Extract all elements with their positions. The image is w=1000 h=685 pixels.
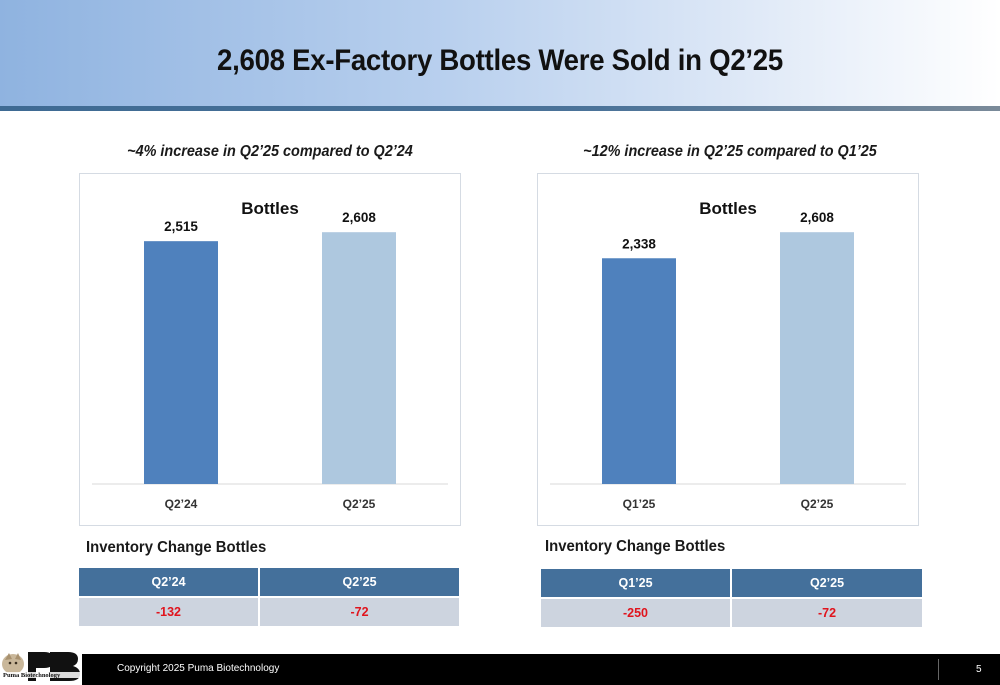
right-table-header-1: Q1’25 [541, 569, 730, 597]
left-table-value-2: -72 [260, 598, 459, 626]
left-inventory-label: Inventory Change Bottles [86, 539, 267, 556]
right-inventory-table: Q1’25 Q2’25 -250 -72 [541, 569, 922, 627]
category-label-1: Q2’24 [165, 497, 198, 511]
header-banner [0, 0, 1000, 108]
footer-separator [938, 659, 939, 680]
right-inventory-label: Inventory Change Bottles [545, 538, 726, 555]
right-bar-chart: Bottles 2,338 Q1’25 2,608 Q2’25 [550, 199, 906, 511]
right-chart: Bottles 2,338 Q1’25 2,608 Q2’25 [537, 173, 919, 526]
data-label-1: 2,338 [622, 236, 656, 251]
category-label-2: Q2’25 [801, 497, 834, 511]
chart-title: Bottles [241, 199, 299, 218]
svg-text:Puma Biotechnology: Puma Biotechnology [3, 672, 61, 679]
footer-bar: Copyright 2025 Puma Biotechnology 5 [0, 654, 1000, 685]
bar-2 [322, 232, 396, 484]
data-label-2: 2,608 [800, 210, 834, 225]
category-label-2: Q2’25 [343, 497, 376, 511]
bar-1 [144, 241, 218, 484]
chart-title: Bottles [699, 199, 757, 218]
copyright-text: Copyright 2025 Puma Biotechnology [117, 663, 280, 674]
left-bar-chart: Bottles 2,515 Q2’24 2,608 Q2’25 [92, 199, 448, 511]
bar-1 [602, 258, 676, 484]
right-table-value-1: -250 [541, 599, 730, 627]
data-label-1: 2,515 [164, 219, 198, 234]
left-inventory-table: Q2’24 Q2’25 -132 -72 [79, 568, 459, 626]
left-subtitle: ~4% increase in Q2’25 compared to Q2’24 [127, 143, 413, 160]
slide-title: 2,608 Ex-Factory Bottles Were Sold in Q2… [217, 44, 783, 77]
page-number: 5 [976, 664, 982, 675]
left-table-header-1: Q2’24 [79, 568, 258, 596]
right-subtitle: ~12% increase in Q2’25 compared to Q1’25 [583, 143, 877, 160]
bar-2 [780, 232, 854, 484]
right-table-value-2: -72 [732, 599, 922, 627]
header-divider [0, 106, 1000, 111]
category-label-1: Q1’25 [623, 497, 656, 511]
left-chart: Bottles 2,515 Q2’24 2,608 Q2’25 [79, 173, 461, 526]
puma-logo: Puma Biotechnology [0, 648, 82, 685]
left-table-header-2: Q2’25 [260, 568, 459, 596]
left-table-value-1: -132 [79, 598, 258, 626]
right-table-header-2: Q2’25 [732, 569, 922, 597]
data-label-2: 2,608 [342, 210, 376, 225]
